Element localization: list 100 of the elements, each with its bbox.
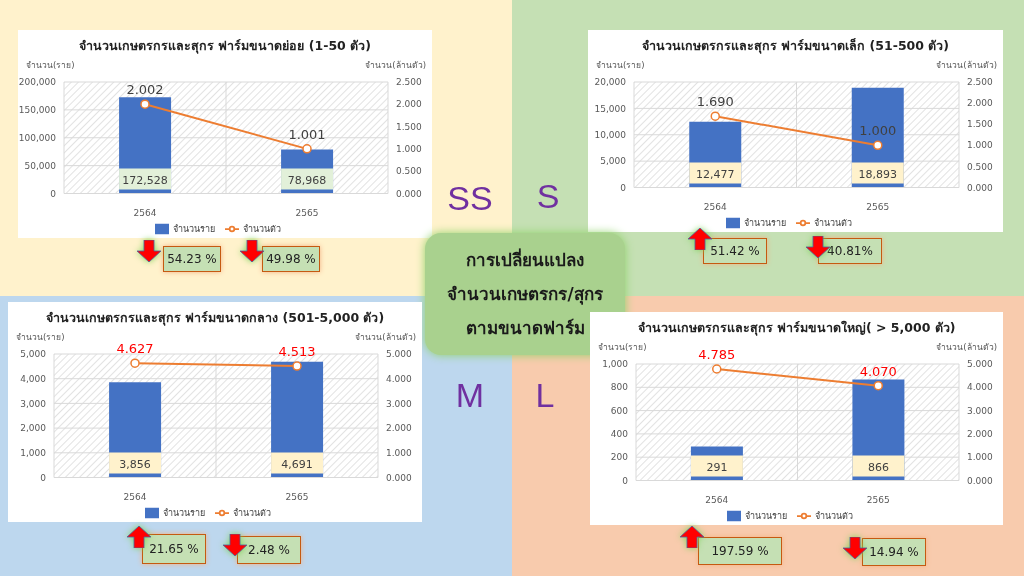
- y-tick-label: 100,000: [18, 132, 57, 143]
- y2-tick-label: 2.500: [396, 77, 423, 88]
- y2-tick-label: 4.000: [967, 382, 994, 393]
- data-label: 4.785: [698, 347, 736, 363]
- legend-label: จำนวนราย: [163, 507, 205, 518]
- y2-tick-label: 2.000: [386, 423, 413, 434]
- y2-tick-label: 2.000: [396, 99, 423, 110]
- y2-tick-label: 3.000: [967, 405, 994, 416]
- chart-title: จำนวนเกษตรกรและสุกร ฟาร์มขนาดเล็ก (51-500 ตัว): [640, 37, 951, 56]
- data-label: 172,528: [122, 173, 168, 187]
- text: จำนวนเกษตรกร/สุกร: [447, 283, 603, 307]
- data-label: 18,893: [858, 167, 897, 181]
- data-label: 1.690: [696, 94, 734, 110]
- data-label: 4,691: [281, 457, 313, 471]
- y2-tick-label: 4.000: [386, 373, 413, 384]
- legend-label: จำนวนตัว: [233, 507, 271, 518]
- x-tick-label: 2564: [705, 494, 729, 505]
- y-axis-title: จำนวน(ราย): [16, 331, 65, 344]
- x-tick-label: 2564: [703, 201, 727, 212]
- text: การเปลี่ยนแปลง: [466, 247, 584, 272]
- x-tick-label: 2564: [133, 207, 157, 218]
- data-label: 3,856: [119, 457, 151, 471]
- text: M: [454, 375, 486, 416]
- y-tick-label: 5,000: [600, 156, 627, 167]
- text: 197.59 %: [698, 537, 782, 565]
- x-tick-label: 2565: [295, 207, 319, 218]
- data-label: 866: [867, 460, 889, 474]
- y-tick-label: 15,000: [594, 103, 627, 114]
- y-tick-label: 3,000: [20, 398, 47, 409]
- x-tick-label: 2565: [866, 201, 890, 212]
- y-tick-label: 50,000: [24, 160, 57, 171]
- y-tick-label: 1,000: [602, 359, 629, 370]
- legend-label: จำนวนตัว: [814, 510, 853, 521]
- x-tick-label: 2564: [123, 491, 147, 502]
- y-tick-label: 1,000: [20, 447, 47, 458]
- text: 14.94 %: [862, 538, 926, 566]
- y2-tick-label: 5.000: [386, 349, 413, 360]
- chart-title: จำนวนเกษตรกรและสุกร ฟาร์มขนาดย่อย (1-50 ตัว): [78, 37, 372, 56]
- data-label: 12,477: [696, 167, 735, 181]
- data-label: 291: [706, 460, 728, 474]
- text: SS: [446, 178, 494, 219]
- y2-tick-label: 3.000: [386, 398, 413, 409]
- text: 49.98 %: [262, 246, 320, 272]
- y2-tick-label: 5.000: [967, 359, 994, 370]
- data-label: 4.627: [116, 341, 154, 357]
- y-tick-label: 2,000: [20, 423, 47, 434]
- y-axis-title: จำนวน(ราย): [26, 59, 75, 72]
- y2-tick-label: 2.000: [967, 429, 994, 440]
- x-tick-label: 2565: [285, 491, 309, 502]
- y-tick-label: 200: [610, 452, 629, 463]
- y-axis-title: จำนวน(ราย): [596, 59, 645, 72]
- text: 51.42 %: [703, 238, 767, 264]
- legend-label: จำนวนตัว: [243, 223, 281, 234]
- y2-axis-title: จำนวน(ล้านตัว): [355, 331, 416, 344]
- y-tick-label: 150,000: [18, 105, 57, 116]
- text: 21.65 %: [142, 534, 206, 564]
- text: ตามขนาดฟาร์ม: [465, 317, 585, 340]
- text: 40.81%: [818, 238, 882, 264]
- y2-tick-label: 1.000: [386, 447, 413, 458]
- y-tick-label: 200,000: [18, 77, 57, 88]
- data-label: 2.002: [126, 82, 164, 98]
- y-tick-label: 400: [610, 429, 629, 440]
- y2-tick-label: 1.000: [967, 140, 994, 151]
- x-tick-label: 2565: [866, 494, 890, 505]
- y-tick-label: 600: [610, 405, 629, 416]
- y-tick-label: 0: [50, 188, 57, 199]
- chart-title: จำนวนเกษตรกรและสุกร ฟาร์มขนาดใหญ่( > 5,000 ตัว): [636, 319, 957, 338]
- chart-title: จำนวนเกษตรกรและสุกร ฟาร์มขนาดกลาง (501-5,000 ตัว): [44, 309, 386, 328]
- y2-tick-label: 0.000: [396, 188, 423, 199]
- y2-tick-label: 2.000: [967, 98, 994, 109]
- y2-axis-title: จำนวน(ล้านตัว): [936, 59, 997, 72]
- y2-tick-label: 2.500: [967, 77, 994, 88]
- y-tick-label: 4,000: [20, 373, 47, 384]
- y-axis-title: จำนวน(ราย): [598, 341, 647, 354]
- y2-tick-label: 1.000: [967, 452, 994, 463]
- y2-tick-label: 0.000: [967, 182, 994, 193]
- y2-tick-label: 1.500: [396, 121, 423, 132]
- legend-label: จำนวนราย: [173, 223, 215, 234]
- y-tick-label: 10,000: [594, 129, 627, 140]
- y2-tick-label: 1.000: [396, 144, 423, 155]
- y2-tick-label: 0.000: [386, 472, 413, 483]
- legend-label: จำนวนตัว: [813, 217, 852, 228]
- data-label: 4.513: [278, 344, 316, 360]
- data-label: 4.070: [859, 363, 897, 379]
- y2-axis-title: จำนวน(ล้านตัว): [365, 59, 426, 72]
- text: 54.23 %: [163, 246, 221, 272]
- data-label: 78,968: [287, 173, 327, 187]
- y-tick-label: 0: [620, 182, 627, 193]
- text: 2.48 %: [237, 536, 301, 564]
- legend-label: จำนวนราย: [744, 510, 787, 521]
- y2-tick-label: 0.500: [396, 166, 423, 177]
- y2-axis-title: จำนวน(ล้านตัว): [936, 341, 997, 354]
- text: S: [535, 176, 561, 217]
- y2-tick-label: 0.000: [967, 475, 994, 486]
- y2-tick-label: 1.500: [967, 119, 994, 130]
- y2-tick-label: 0.500: [967, 161, 994, 172]
- y-tick-label: 0: [40, 472, 47, 483]
- y-tick-label: 20,000: [594, 77, 627, 88]
- data-label: 1.001: [288, 126, 326, 142]
- y-tick-label: 5,000: [20, 349, 47, 360]
